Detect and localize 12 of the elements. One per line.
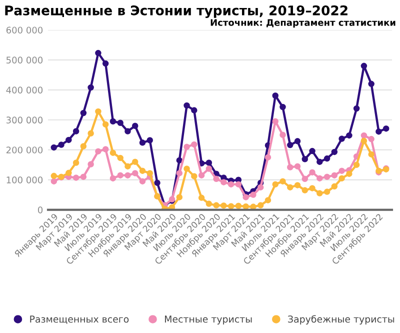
legend-label: Местные туристы bbox=[165, 316, 252, 324]
legend-label: Зарубежные туристы bbox=[288, 315, 394, 324]
y-tick-label: 500 000 bbox=[6, 56, 43, 64]
y-tick-label: 100 000 bbox=[6, 176, 43, 184]
legend-label: Размещенных всего bbox=[30, 316, 129, 324]
y-tick-label: 400 000 bbox=[6, 86, 43, 94]
y-tick-label: 200 000 bbox=[6, 146, 43, 154]
y-tick-label: 600 000 bbox=[6, 26, 43, 34]
y-tick-label: 0 bbox=[38, 206, 43, 214]
text: Источник: Департамент статистики bbox=[210, 19, 396, 28]
chart-title: Размещенные в Эстонии туристы, 2019–2022 bbox=[5, 5, 348, 18]
y-tick-label: 300 000 bbox=[6, 116, 43, 124]
